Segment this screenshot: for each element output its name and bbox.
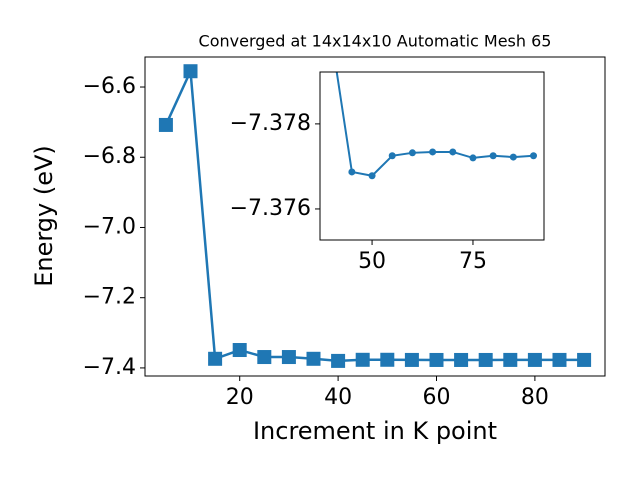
marker [577,352,592,367]
marker [380,352,395,367]
y-tick-label: −6.6 [83,74,136,99]
marker [355,352,370,367]
marker [503,352,518,367]
y-tick-label: −7.376 [230,196,311,221]
x-axis-label: Increment in K point [253,417,497,445]
y-tick-label: −7.4 [83,355,136,380]
chart-title: Converged at 14x14x10 Automatic Mesh 65 [199,32,552,51]
y-tick-label: −7.0 [83,214,136,239]
y-tick-label: −6.8 [83,144,136,169]
marker [232,343,247,358]
x-tick-label: 50 [358,249,386,274]
x-tick-label: 80 [521,385,549,410]
marker [489,152,497,160]
marker [429,352,444,367]
marker [552,352,567,367]
marker [454,352,469,367]
marker [348,168,356,176]
marker [429,148,437,156]
marker [257,350,272,365]
marker [281,350,296,365]
axes-frame [144,56,606,377]
marker [404,352,419,367]
plot-group [335,72,538,180]
y-tick-label: −7.378 [230,111,311,136]
marker [478,352,493,367]
x-tick-label: 60 [422,385,450,410]
marker [368,172,376,180]
marker [469,154,477,162]
marker [306,351,321,366]
marker [530,152,538,160]
marker [408,149,416,157]
x-tick-label: 75 [459,249,487,274]
marker [509,153,517,161]
marker [449,148,457,156]
y-axis-label: Energy (eV) [30,145,58,287]
marker [183,64,198,79]
marker [331,353,346,368]
marker [208,351,223,366]
marker [527,352,542,367]
x-tick-label: 40 [324,385,352,410]
marker [388,152,396,160]
axes-frame [319,71,545,241]
marker [158,117,173,132]
plot-group [158,64,592,368]
y-tick-label: −7.2 [83,285,136,310]
x-tick-label: 20 [226,385,254,410]
